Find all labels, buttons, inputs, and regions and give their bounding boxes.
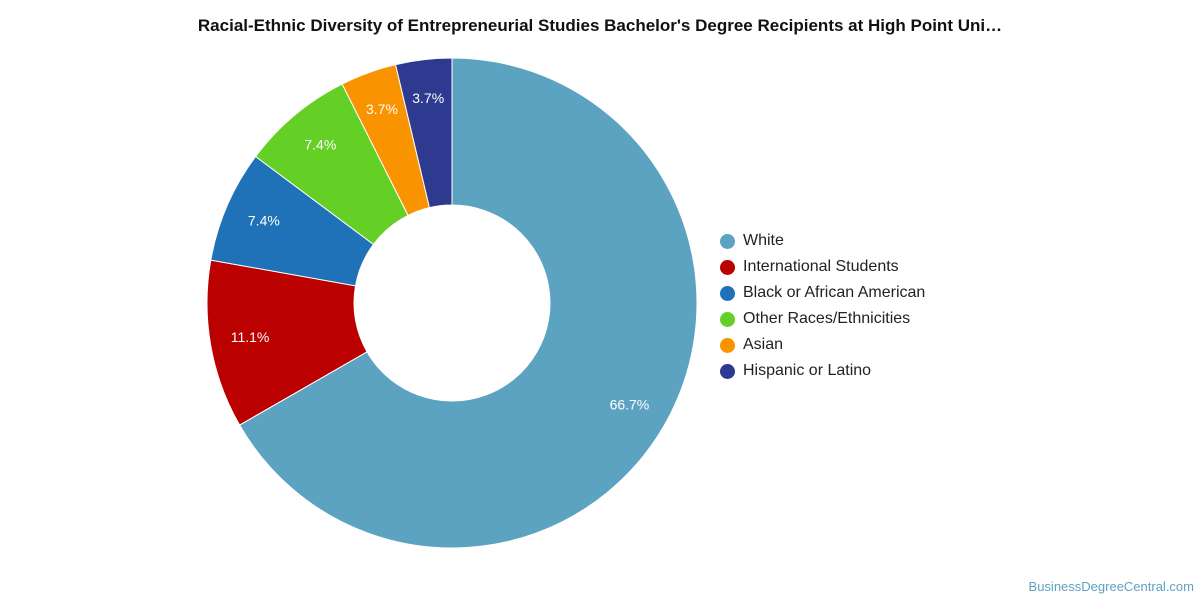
legend-item-other-races-ethnicities[interactable]: Other Races/Ethnicities	[720, 306, 925, 332]
slice-label-international-students: 11.1%	[231, 329, 270, 345]
slice-white[interactable]	[238, 57, 698, 549]
slice-hispanic-or-latino[interactable]	[394, 57, 453, 209]
slice-label-black-or-african-american: 7.4%	[248, 212, 280, 228]
legend-swatch	[720, 259, 735, 275]
legend-swatch	[720, 363, 735, 379]
slice-label-asian: 3.7%	[366, 101, 398, 117]
legend-label: Other Races/Ethnicities	[743, 310, 911, 327]
slices-group	[206, 57, 698, 549]
legend-label: Hispanic or Latino	[743, 362, 872, 379]
legend-label: Asian	[743, 336, 784, 353]
legend-swatch	[720, 233, 735, 249]
legend-swatch	[720, 337, 735, 353]
legend-item-hispanic-or-latino[interactable]: Hispanic or Latino	[720, 358, 925, 384]
chart-title: Racial-Ethnic Diversity of Entrepreneuri…	[197, 16, 1003, 35]
slice-label-other-races-ethnicities: 7.4%	[304, 137, 336, 153]
slice-label-hispanic-or-latino: 3.7%	[412, 90, 444, 106]
legend-label: International Students	[743, 258, 899, 275]
slice-international-students[interactable]	[206, 259, 368, 426]
legend-label: Black or African American	[743, 284, 926, 301]
legend-item-asian[interactable]: Asian	[720, 332, 925, 358]
legend-item-black-or-african-american[interactable]: Black or African American	[720, 280, 925, 306]
legend-label: White	[743, 232, 784, 249]
legend-item-white[interactable]: White	[720, 228, 925, 254]
watermark: BusinessDegreeCentral.com	[1028, 579, 1194, 594]
legend: White International Students Black or Afri…	[720, 228, 925, 384]
slice-labels-group: 66.7% 11.1% 7.4% 7.4% 3.7% 3.7%	[231, 90, 650, 412]
slice-label-white: 66.7%	[610, 396, 650, 412]
legend-swatch	[720, 311, 735, 327]
legend-item-international-students[interactable]: International Students	[720, 254, 925, 280]
legend-swatch	[720, 285, 735, 301]
